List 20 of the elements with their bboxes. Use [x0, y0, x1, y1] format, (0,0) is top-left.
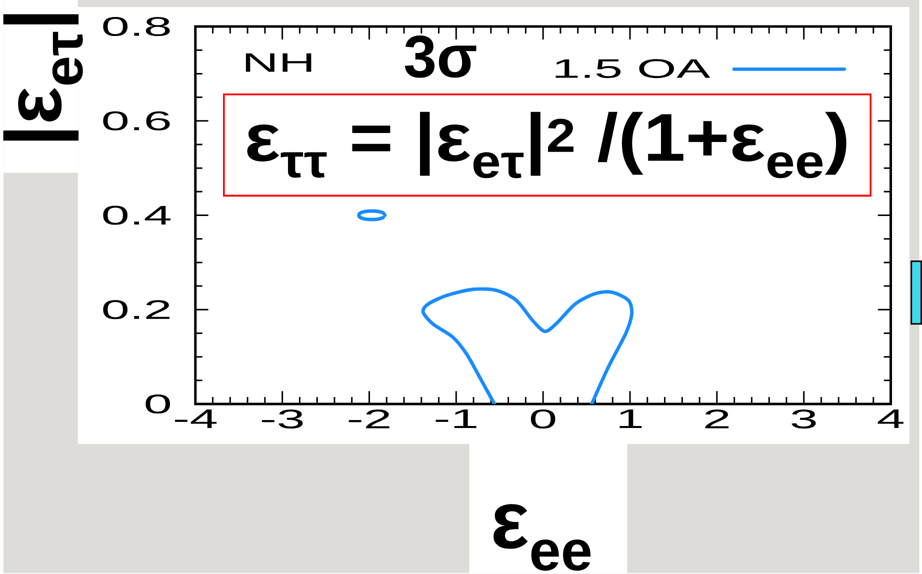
annotation: 3σ: [404, 35, 476, 78]
x-axis-title: ε$_{ee}$: [494, 504, 591, 571]
y-axis-title: |ε$_{eτ}$|: [3, 14, 83, 141]
y-tick-label: 0: [146, 394, 170, 414]
annotation: NH: [246, 53, 312, 72]
y-tick-label: 0.4: [103, 206, 171, 225]
x-tick-label: 1: [620, 410, 642, 428]
y-tick-label: 0.8: [103, 17, 170, 36]
y-tick-label: 0.6: [103, 111, 170, 130]
x-tick-label: -3: [262, 410, 303, 428]
text: ε$_{ττ}$ = |ε$_{eτ}$|$^{2}$ /(1+ε$_{ee}$): [247, 112, 846, 178]
x-tick-label: -1: [436, 410, 476, 428]
x-tick-label: 3: [792, 410, 816, 428]
x-tick-label: -4: [174, 410, 217, 428]
x-tick-label: -2: [348, 410, 390, 428]
y-tick-label: 0.2: [103, 300, 170, 320]
x-tick-label: 4: [878, 410, 904, 428]
x-tick-label: 2: [705, 410, 729, 428]
legend-label: 1.5 OA: [556, 59, 710, 78]
x-tick-label: 0: [530, 410, 556, 428]
